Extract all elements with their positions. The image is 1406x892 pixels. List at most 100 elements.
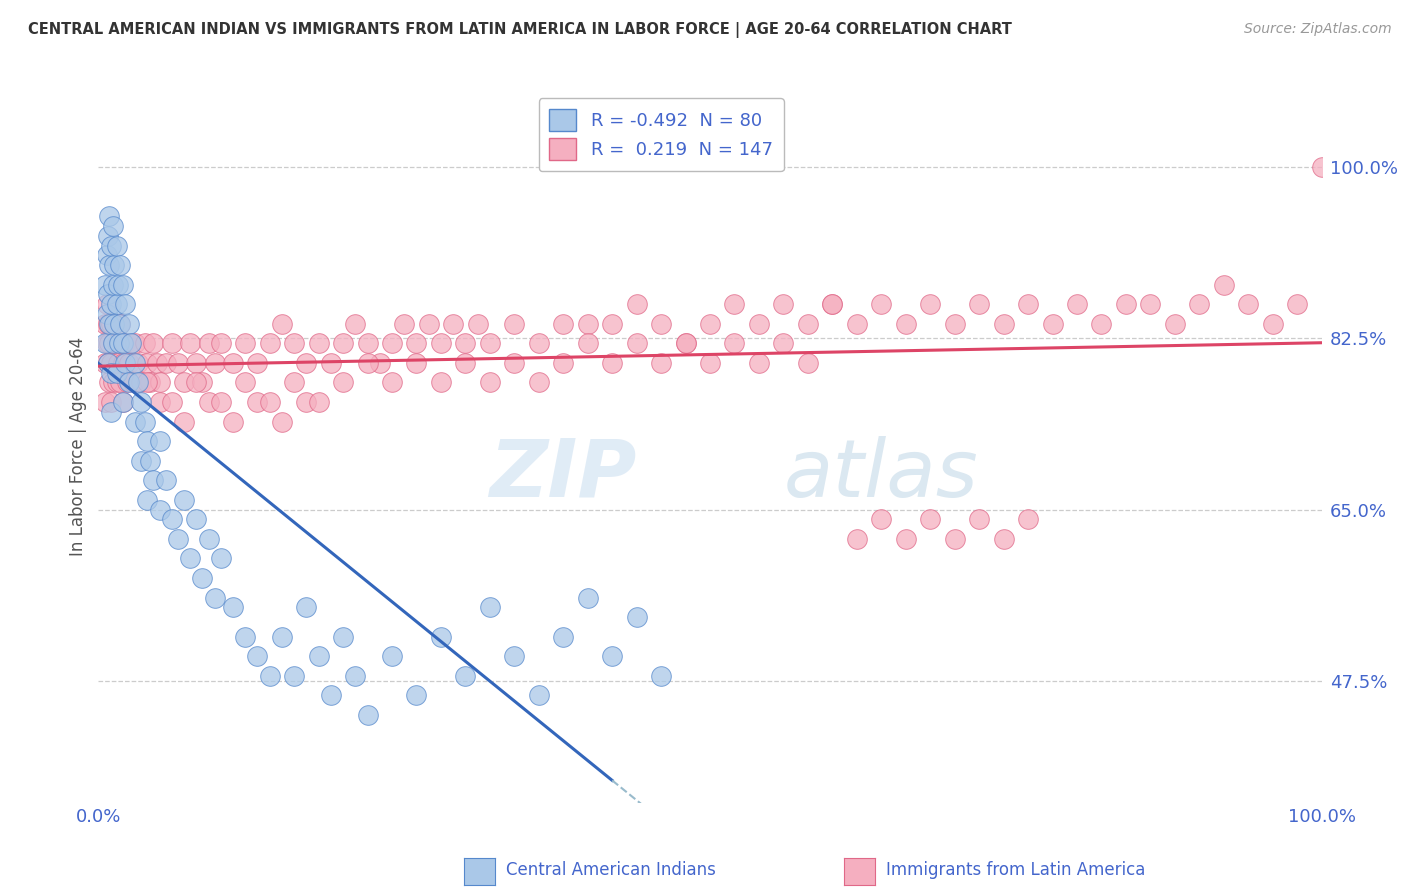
- Point: [96, 307, 118, 321]
- Point: [478, 600, 501, 615]
- Point: [943, 317, 966, 331]
- Point: [503, 649, 526, 664]
- Point: [186, 376, 208, 390]
- Point: [943, 532, 966, 546]
- Point: [111, 277, 134, 292]
- Point: [259, 395, 281, 409]
- Point: [186, 356, 208, 370]
- Point: [600, 317, 623, 331]
- Point: [110, 317, 132, 331]
- Y-axis label: In Labor Force | Age 20-64: In Labor Force | Age 20-64: [69, 336, 87, 556]
- Point: [246, 356, 269, 370]
- Point: [332, 376, 354, 390]
- Point: [772, 297, 794, 311]
- Point: [233, 376, 256, 390]
- Point: [527, 376, 550, 390]
- Point: [1286, 297, 1309, 311]
- Point: [319, 688, 342, 702]
- Point: [430, 336, 453, 351]
- Point: [441, 317, 464, 331]
- Point: [1017, 297, 1039, 311]
- Point: [870, 512, 893, 526]
- Point: [173, 415, 195, 429]
- Text: Central American Indians: Central American Indians: [506, 861, 716, 879]
- Point: [129, 395, 152, 409]
- Point: [101, 336, 124, 351]
- Point: [101, 219, 124, 233]
- Point: [107, 277, 129, 292]
- Point: [136, 434, 159, 449]
- Point: [553, 356, 575, 370]
- Point: [149, 434, 172, 449]
- Point: [308, 395, 330, 409]
- Point: [103, 258, 125, 272]
- Point: [100, 356, 122, 370]
- Point: [270, 317, 294, 331]
- Point: [136, 376, 159, 390]
- Point: [209, 336, 232, 351]
- Point: [222, 356, 245, 370]
- Point: [748, 356, 770, 370]
- Point: [105, 376, 128, 390]
- Point: [1042, 317, 1064, 331]
- Point: [626, 610, 648, 624]
- Point: [283, 669, 305, 683]
- Point: [967, 297, 990, 311]
- Point: [160, 512, 183, 526]
- Point: [149, 376, 172, 390]
- Point: [115, 376, 138, 390]
- Point: [246, 395, 269, 409]
- Point: [527, 688, 550, 702]
- Point: [209, 551, 232, 566]
- Point: [136, 492, 159, 507]
- Point: [108, 336, 131, 351]
- Point: [204, 591, 226, 605]
- Point: [576, 336, 599, 351]
- Point: [222, 415, 245, 429]
- Point: [1090, 317, 1112, 331]
- Point: [118, 356, 141, 370]
- Point: [553, 317, 575, 331]
- Point: [127, 376, 149, 390]
- Point: [699, 356, 721, 370]
- Point: [797, 317, 820, 331]
- Point: [650, 356, 672, 370]
- Point: [97, 317, 120, 331]
- Point: [173, 492, 195, 507]
- Point: [920, 512, 942, 526]
- Point: [96, 248, 118, 262]
- Point: [129, 453, 152, 467]
- Point: [405, 688, 427, 702]
- Point: [101, 376, 124, 390]
- Point: [1164, 317, 1187, 331]
- Point: [1139, 297, 1161, 311]
- Point: [699, 317, 721, 331]
- Point: [105, 336, 128, 351]
- Point: [105, 238, 128, 252]
- Point: [967, 512, 990, 526]
- Point: [121, 376, 143, 390]
- Point: [134, 415, 156, 429]
- Point: [1188, 297, 1211, 311]
- Point: [344, 669, 367, 683]
- Point: [553, 630, 575, 644]
- Point: [127, 356, 149, 370]
- Point: [356, 356, 378, 370]
- Point: [114, 336, 136, 351]
- Point: [186, 512, 208, 526]
- Point: [111, 356, 134, 370]
- Point: [103, 317, 125, 331]
- Point: [430, 376, 453, 390]
- Point: [96, 297, 118, 311]
- Point: [93, 277, 115, 292]
- Point: [920, 297, 942, 311]
- Legend: R = -0.492  N = 80, R =  0.219  N = 147: R = -0.492 N = 80, R = 0.219 N = 147: [538, 98, 783, 171]
- Point: [845, 532, 868, 546]
- Point: [381, 649, 404, 664]
- Point: [467, 317, 489, 331]
- Point: [179, 551, 201, 566]
- Point: [319, 356, 342, 370]
- Point: [97, 356, 120, 370]
- Point: [1115, 297, 1137, 311]
- Point: [356, 336, 378, 351]
